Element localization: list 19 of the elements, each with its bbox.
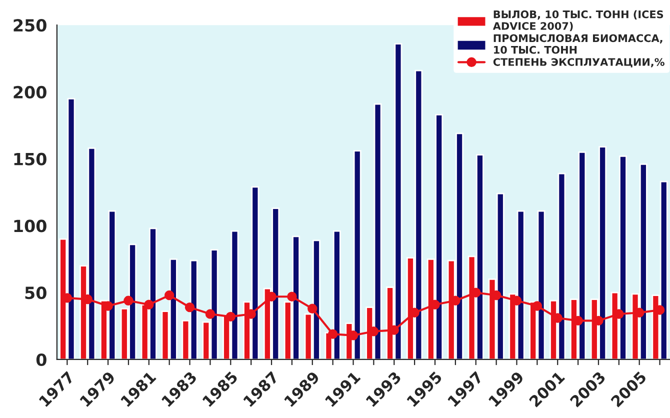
point xyxy=(328,329,338,339)
point xyxy=(184,302,195,312)
y-tick-label: 50 xyxy=(25,286,46,300)
point xyxy=(164,290,174,300)
y-tick-label: 0 xyxy=(36,353,46,366)
point xyxy=(124,296,134,306)
y-tick-label: 200 xyxy=(14,86,46,99)
point xyxy=(287,292,297,302)
point xyxy=(308,304,318,314)
legend-label: ВЫЛОВ, 10 ТЫС. ТОНН (ICES ADVICE 2007) xyxy=(492,10,664,32)
y-tick-label: 150 xyxy=(14,152,46,166)
y-tick-label: 250 xyxy=(14,19,46,32)
point xyxy=(205,309,216,319)
legend-label: СТЕПЕНЬ ЭКСПЛУАТАЦИИ,% xyxy=(493,58,664,68)
legend-label: ПРОМЫСЛОВАЯ БИОМАССА, 10 ТЫС. ТОНН xyxy=(494,34,662,54)
point xyxy=(532,301,542,311)
y-tick-label: 100 xyxy=(14,220,46,232)
point xyxy=(144,300,154,310)
point xyxy=(226,312,236,322)
